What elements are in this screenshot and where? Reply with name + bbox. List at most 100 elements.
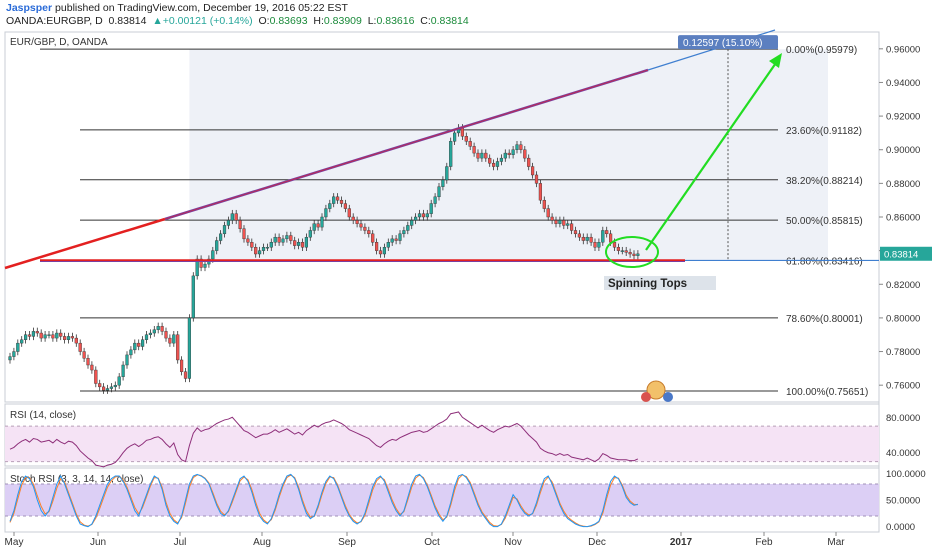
candle	[616, 243, 620, 255]
candle-body	[355, 220, 359, 224]
candle-body	[300, 242, 305, 248]
stoch-pane-title: Stoch RSI (3, 3, 14, 14, close)	[10, 474, 143, 485]
fibonacci-retracement[interactable]: 0.00%(0.95979) 23.60%(0.91182) 38.20%(0.88…	[40, 45, 868, 398]
candle-body	[468, 141, 472, 147]
candle-body	[445, 166, 449, 181]
candle	[234, 209, 238, 225]
candle	[417, 209, 422, 221]
candle-body	[386, 242, 390, 248]
candle	[254, 243, 258, 258]
candle-body	[203, 263, 207, 268]
candle-body	[86, 358, 90, 366]
candle-body	[82, 351, 86, 359]
candle-body	[488, 157, 492, 164]
candle-body	[277, 236, 281, 243]
low-label: L:	[367, 15, 377, 27]
candle	[355, 216, 359, 228]
author-name[interactable]: Jaspsper	[6, 2, 53, 14]
candle-body	[140, 339, 145, 347]
candle-body	[215, 240, 219, 251]
event-marker-icon	[663, 392, 673, 402]
candle	[636, 250, 640, 260]
candle	[511, 146, 515, 159]
candle-body	[304, 236, 308, 248]
candle-body	[133, 342, 137, 351]
price-tick-label: 0.78000	[886, 347, 920, 358]
candle-body	[480, 152, 484, 159]
candle	[398, 230, 402, 245]
candle	[332, 193, 336, 208]
candle-body	[495, 161, 500, 167]
candle	[566, 220, 570, 230]
price-tick-label: 0.94000	[886, 78, 920, 89]
candle	[203, 260, 207, 272]
close-value: 0.83814	[430, 15, 469, 27]
candle	[82, 347, 86, 362]
candle	[320, 213, 324, 231]
candle-body	[417, 213, 422, 218]
candle-body	[98, 383, 102, 388]
candle	[63, 332, 67, 344]
candle	[550, 213, 554, 225]
candle	[628, 248, 632, 258]
candle-body	[531, 166, 535, 176]
candle-body	[558, 220, 562, 224]
candle	[351, 213, 355, 225]
candle	[515, 140, 519, 154]
candle	[226, 216, 230, 230]
green-projection-arrow	[645, 59, 779, 251]
candle	[343, 199, 347, 213]
candle-body	[187, 317, 191, 379]
candle	[378, 246, 383, 258]
candle	[402, 226, 406, 238]
candle	[16, 339, 20, 356]
candle-body	[218, 233, 223, 241]
candle	[464, 132, 468, 146]
candle	[499, 154, 503, 166]
candle	[238, 216, 242, 233]
candle-body	[570, 223, 574, 231]
candle	[183, 368, 188, 383]
candle-body	[507, 152, 511, 155]
candle	[375, 238, 379, 255]
open-value: 0.83693	[269, 15, 308, 27]
candle	[297, 238, 301, 250]
candle	[51, 331, 55, 342]
candle	[492, 159, 496, 171]
candle-body	[503, 152, 507, 159]
high-label: H:	[313, 15, 324, 27]
candle	[222, 221, 227, 238]
price-tick-label: 0.82000	[886, 280, 920, 291]
candle	[129, 346, 133, 359]
stoch-tick-label: 50.0000	[886, 496, 920, 507]
candle	[230, 209, 234, 225]
red-trend-line	[4, 217, 166, 270]
candle-body	[308, 230, 312, 238]
candle-body	[144, 334, 149, 340]
time-tick-label: Jul	[174, 537, 187, 548]
candle-body	[125, 354, 129, 366]
candle	[179, 356, 184, 376]
close-label: C:	[420, 15, 431, 27]
candle-body	[59, 332, 63, 337]
candle	[425, 209, 429, 221]
candle	[90, 361, 94, 374]
candle-body	[620, 250, 624, 252]
candle	[43, 331, 47, 342]
rsi-band	[5, 426, 879, 462]
candle-body	[222, 225, 227, 235]
candle-body	[527, 157, 531, 167]
candle-body	[554, 220, 558, 224]
candle	[406, 221, 410, 235]
candle	[47, 331, 51, 339]
candle-body	[258, 250, 262, 255]
candle	[164, 327, 168, 342]
candle-body	[382, 247, 386, 255]
candle	[421, 209, 425, 221]
candle	[140, 336, 145, 351]
high-value: 0.83909	[323, 15, 362, 27]
candle-body	[234, 213, 238, 221]
candle	[538, 179, 542, 204]
candle	[367, 226, 371, 238]
